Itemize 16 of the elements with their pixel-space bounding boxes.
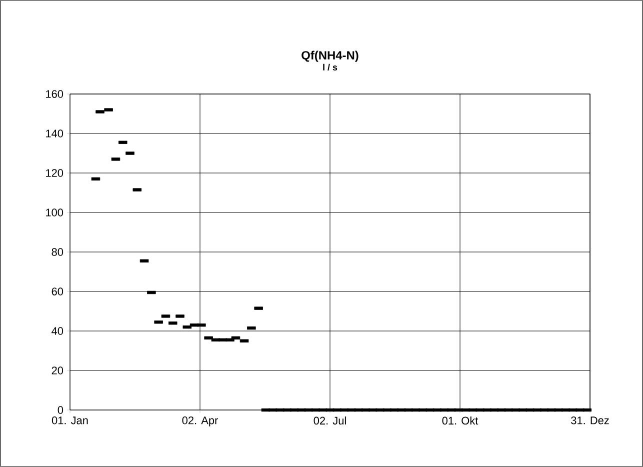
y-tick-label: 0 [58, 406, 64, 414]
x-tick-label: 01. Okt [442, 416, 478, 425]
y-tick-label: 40 [52, 327, 64, 335]
y-tick-label: 140 [46, 130, 64, 138]
y-tick-label: 60 [52, 288, 64, 296]
x-tick-label: 02. Jul [314, 416, 346, 425]
x-tick-label: 31. Dez [571, 416, 609, 424]
y-tick-label: 80 [52, 248, 64, 256]
y-tick-label: 160 [46, 90, 64, 98]
chart-subtitle: l / s [323, 64, 338, 71]
y-tick-label: 100 [46, 208, 64, 216]
y-tick-label: 20 [52, 366, 64, 374]
x-tick-label: 02. Apr [182, 416, 218, 426]
x-tick-label: 01. Jan [52, 416, 88, 424]
chart-title: Qf(NH4-N) [302, 50, 358, 62]
y-tick-label: 120 [46, 169, 64, 177]
